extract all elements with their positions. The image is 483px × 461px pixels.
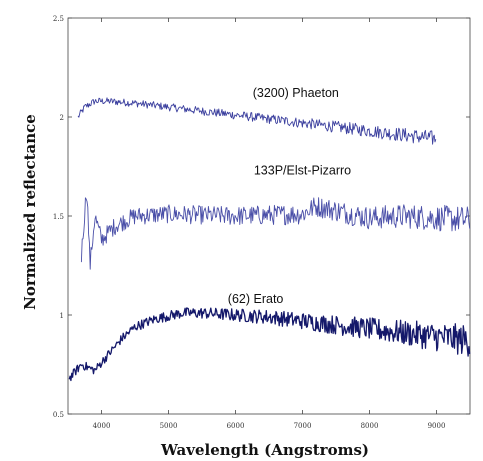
x-tick-label-4000: 4000: [93, 422, 111, 430]
y-tick-label-1.5: 1.5: [53, 213, 64, 221]
y-tick-label-2: 2: [60, 114, 64, 122]
y-tick-label-0.5: 0.5: [53, 411, 64, 419]
series-line-0: [77, 97, 437, 145]
x-tick-label-5000: 5000: [160, 422, 178, 430]
y-axis-title: Normalized reflectance: [21, 114, 39, 310]
series-label-1: 133P/Elst-Pizarro: [254, 163, 351, 177]
x-tick-label-6000: 6000: [227, 422, 245, 430]
y-tick-label-1: 1: [60, 312, 64, 320]
x-axis-title: Wavelength (Angstroms): [160, 441, 369, 459]
y-tick-label-2.5: 2.5: [53, 15, 64, 23]
series-line-1: [80, 197, 471, 270]
x-tick-label-7000: 7000: [294, 422, 312, 430]
x-tick-label-8000: 8000: [361, 422, 379, 430]
x-tick-label-9000: 9000: [428, 422, 446, 430]
series-label-2: (62) Erato: [228, 292, 284, 306]
axes: 4000 5000 6000 7000 8000 9000 0.5 1 1.5 2 2.5: [53, 15, 471, 430]
series-line-2: [68, 307, 471, 382]
series-label-0: (3200) Phaeton: [253, 86, 339, 100]
series-group: [68, 97, 471, 382]
labels: (3200) Phaeton 133P/Elst-Pizarro (62) Erat…: [228, 86, 351, 306]
